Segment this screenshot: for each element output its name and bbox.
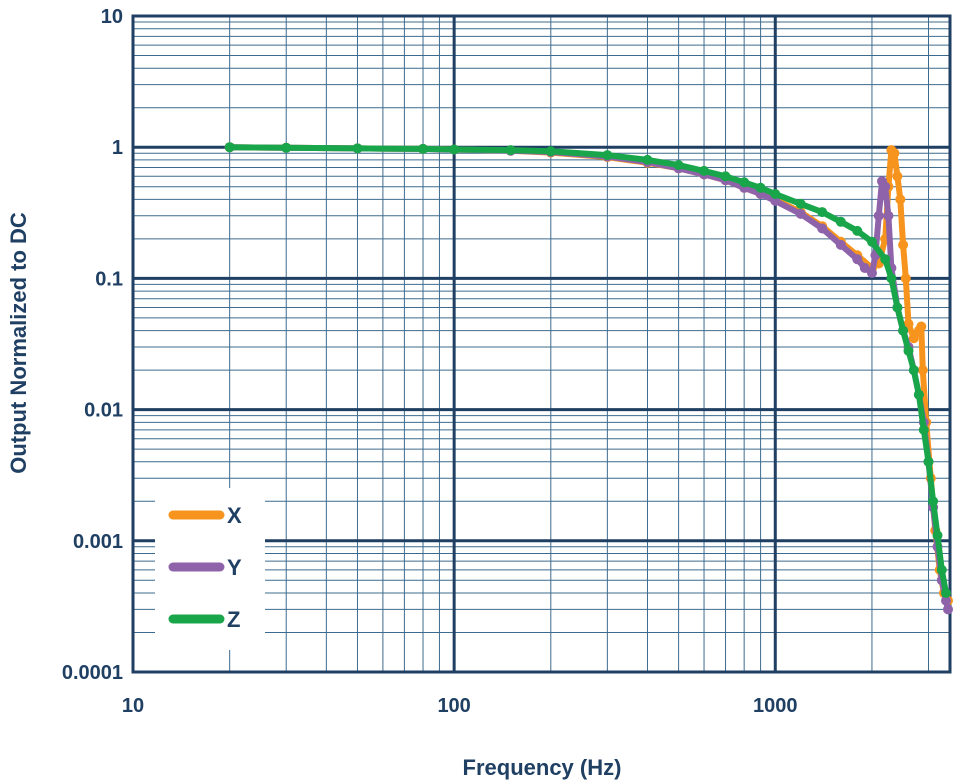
data-point-z (913, 389, 924, 400)
data-point-z (903, 345, 914, 356)
legend-label-y: Y (227, 555, 242, 580)
legend-label-z: Z (227, 607, 240, 632)
data-point-z (352, 143, 363, 154)
y-tick-label: 1 (112, 137, 123, 159)
data-point-x (889, 148, 900, 159)
y-tick-label: 0.001 (73, 531, 123, 553)
x-tick-labels: 10 100 1000 (122, 695, 798, 717)
data-point-y (873, 210, 884, 221)
y-axis-title: Output Normalized to DC (6, 212, 31, 474)
data-point-z (642, 154, 653, 165)
data-point-y (795, 208, 806, 219)
data-point-x (908, 333, 919, 344)
data-point-z (449, 144, 460, 155)
data-point-z (908, 365, 919, 376)
data-point-z (739, 177, 750, 188)
data-point-z (699, 165, 709, 176)
legend-label-x: X (227, 503, 242, 528)
data-point-z (770, 189, 781, 199)
data-point-z (892, 302, 903, 313)
legend: X Y Z (155, 488, 265, 650)
data-point-z (867, 236, 877, 247)
data-point-y (867, 268, 877, 278)
data-point-z (936, 564, 947, 575)
data-point-z (880, 254, 891, 265)
data-point-z (852, 225, 863, 236)
data-point-x (903, 318, 914, 329)
x-tick-label: 10 (122, 695, 144, 717)
y-tick-label: 0.1 (95, 268, 123, 290)
plot-frame (131, 14, 952, 674)
data-point-x (900, 273, 911, 284)
x-axis-title: Frequency (Hz) (463, 755, 622, 780)
data-point-z (418, 143, 428, 154)
data-point-y (883, 210, 894, 221)
series-layer (224, 142, 953, 615)
data-point-y (859, 263, 870, 273)
data-point-z (886, 273, 897, 284)
data-point-y (817, 223, 828, 234)
data-point-z (932, 530, 943, 541)
series-z (224, 142, 951, 598)
data-point-z (281, 142, 292, 153)
data-point-y (943, 604, 953, 615)
data-point-y (880, 181, 891, 192)
data-point-z (755, 182, 766, 193)
data-point-z (224, 142, 235, 153)
data-point-z (673, 160, 684, 171)
data-point-z (928, 496, 939, 507)
x-tick-label: 1000 (753, 695, 798, 717)
data-point-z (505, 145, 516, 156)
data-point-y (941, 595, 951, 606)
data-point-x (917, 365, 928, 376)
minor-grid (133, 16, 950, 672)
data-point-y (770, 195, 781, 206)
data-point-z (795, 198, 806, 209)
data-point-x (916, 321, 927, 332)
data-point-z (941, 588, 951, 598)
y-tick-label: 10 (101, 6, 123, 28)
data-point-x (895, 194, 906, 205)
data-point-z (898, 325, 909, 336)
x-tick-label: 100 (437, 695, 470, 717)
y-tick-labels: 10 1 0.1 0.01 0.001 0.0001 (62, 6, 123, 684)
data-point-z (835, 216, 846, 227)
data-point-z (545, 146, 556, 157)
y-tick-label: 0.01 (84, 400, 123, 422)
data-point-z (918, 424, 929, 435)
data-point-x (898, 239, 909, 250)
data-point-z (602, 150, 613, 161)
y-tick-label: 0.0001 (62, 662, 123, 684)
data-point-z (720, 171, 731, 182)
data-point-y (835, 239, 846, 250)
data-point-z (923, 456, 934, 467)
data-point-z (817, 207, 828, 218)
data-point-x (892, 171, 903, 182)
data-point-y (852, 254, 863, 265)
